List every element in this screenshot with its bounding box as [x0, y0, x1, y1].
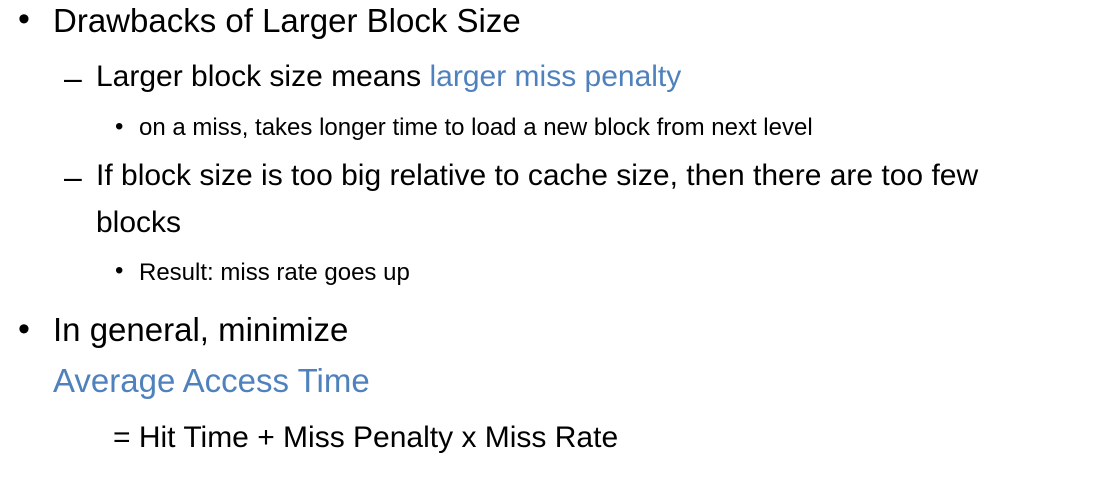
detail-miss-rate: Result: miss rate goes up	[139, 259, 410, 286]
detail-miss-load: on a miss, takes longer time to load a n…	[139, 114, 813, 141]
bullet-dot-icon: •	[18, 310, 30, 348]
dash-icon: –	[64, 60, 82, 96]
sub-point-penalty-highlight: larger miss penalty	[429, 60, 682, 93]
bullet-heading-minimize: In general, minimize	[53, 311, 349, 348]
average-access-time-label: Average Access Time	[53, 362, 370, 399]
bullet-heading-drawbacks: Drawbacks of Larger Block Size	[53, 2, 521, 39]
small-bullet-icon: •	[115, 257, 124, 284]
formula-text: = Hit Time + Miss Penalty x Miss Rate	[113, 421, 619, 454]
sub-point-penalty: Larger block size means larger miss pena…	[96, 62, 681, 92]
dash-icon: –	[64, 159, 82, 195]
small-bullet-icon: •	[115, 113, 124, 140]
sub-point-penalty-prefix: Larger block size means	[96, 60, 430, 93]
bullet-dot-icon: •	[18, 0, 30, 38]
sub-point-too-few-line-2: blocks	[96, 206, 182, 239]
sub-point-too-few-line-1: If block size is too big relative to cac…	[96, 159, 979, 192]
